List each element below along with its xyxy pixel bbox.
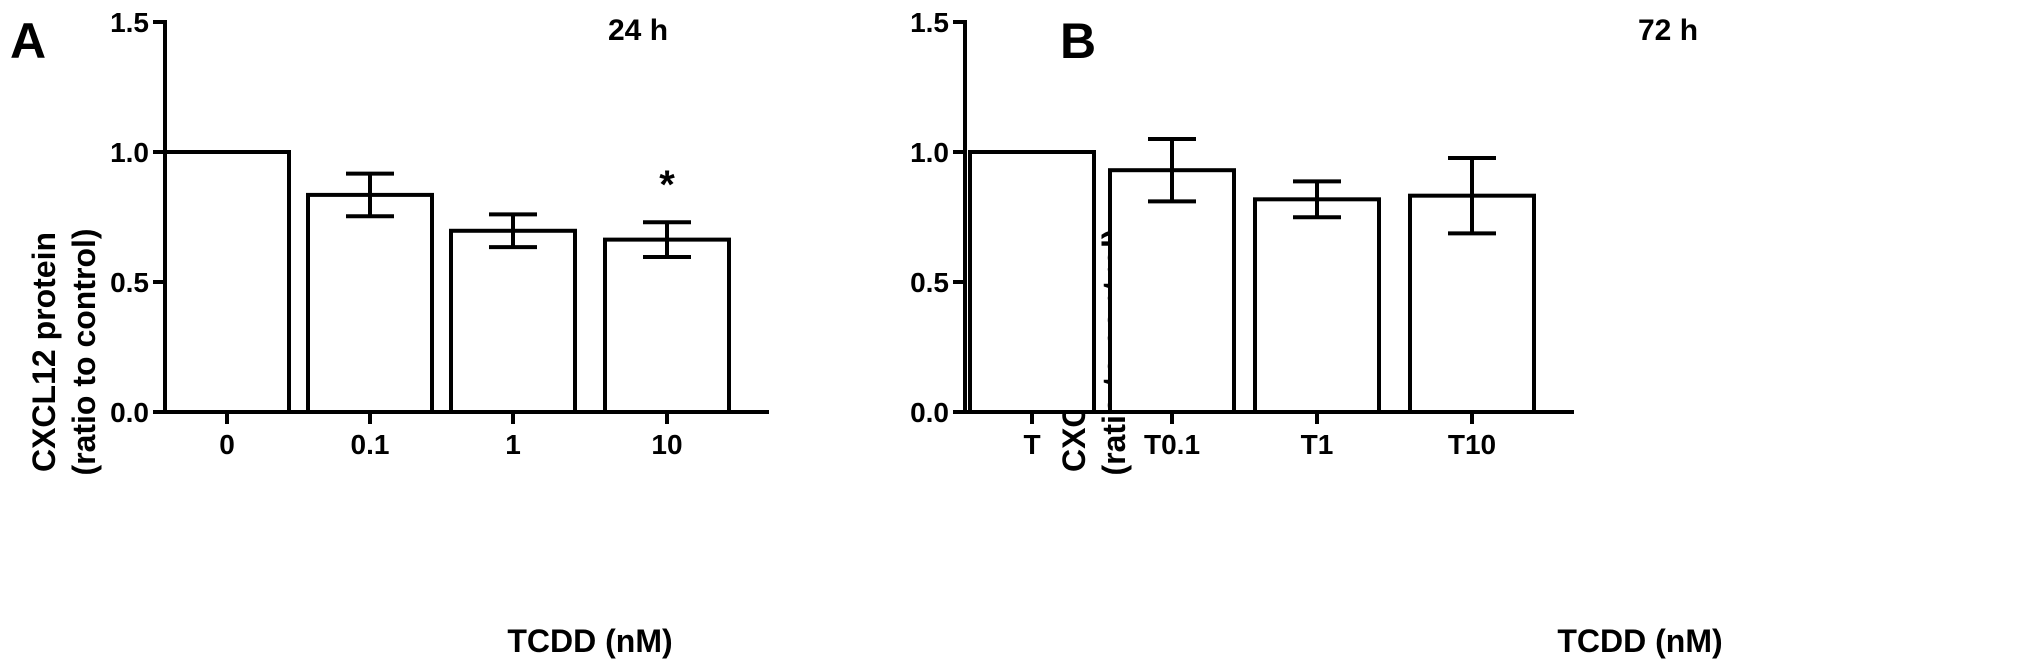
bar-10 bbox=[603, 237, 731, 414]
x-axis-label-b: TCDD (nM) bbox=[1557, 623, 1722, 659]
bar-T1 bbox=[1253, 197, 1381, 414]
bar-T bbox=[968, 150, 1096, 414]
plot-area-b: 0.0 0.5 1.0 1.5 T T0.1 T1 T10 bbox=[910, 7, 1574, 460]
chart-title-a: 24 h bbox=[608, 14, 668, 47]
y-tick-label: 0.5 bbox=[110, 267, 149, 298]
bar-0.1 bbox=[306, 192, 434, 414]
x-tick-label: 0.1 bbox=[351, 429, 390, 460]
y-tick-label: 0.0 bbox=[110, 397, 149, 428]
plot-area-a: 0.0 0.5 1.0 1.5 0 0.1 1 10 * bbox=[110, 7, 769, 460]
x-tick-label: T10 bbox=[1448, 429, 1496, 460]
x-axis-label-a: TCDD (nM) bbox=[507, 623, 672, 659]
panel-b: B 72 h CXCL12 protein (ratio to control)… bbox=[910, 7, 1723, 659]
y-axis-label-a-line1: CXCL12 protein bbox=[26, 232, 62, 472]
y-tick-label: 0.5 bbox=[910, 267, 949, 298]
panel-letter-b: B bbox=[1060, 13, 1096, 69]
y-axis-label-a: CXCL12 protein (ratio to control) bbox=[26, 228, 102, 475]
panel-letter-a: A bbox=[10, 13, 46, 69]
x-tick-label: 1 bbox=[505, 429, 521, 460]
x-tick-label: 0 bbox=[219, 429, 235, 460]
chart-title-b: 72 h bbox=[1638, 14, 1698, 47]
bar-T0.1 bbox=[1108, 168, 1236, 414]
y-tick-label: 1.0 bbox=[910, 137, 949, 168]
significance-marker: * bbox=[659, 163, 675, 207]
x-tick-label: T1 bbox=[1301, 429, 1334, 460]
y-tick-label: 0.0 bbox=[910, 397, 949, 428]
panel-a: A 24 h CXCL12 protein (ratio to control)… bbox=[10, 7, 769, 659]
x-tick-label: T bbox=[1023, 429, 1040, 460]
y-axis-label-a-line2: (ratio to control) bbox=[66, 228, 102, 475]
y-tick-label: 1.5 bbox=[110, 7, 149, 38]
y-tick-label: 1.0 bbox=[110, 137, 149, 168]
bar-0 bbox=[163, 150, 291, 414]
y-tick-label: 1.5 bbox=[910, 7, 949, 38]
x-tick-label: T0.1 bbox=[1144, 429, 1200, 460]
bar-1 bbox=[449, 228, 577, 414]
x-tick-label: 10 bbox=[651, 429, 682, 460]
